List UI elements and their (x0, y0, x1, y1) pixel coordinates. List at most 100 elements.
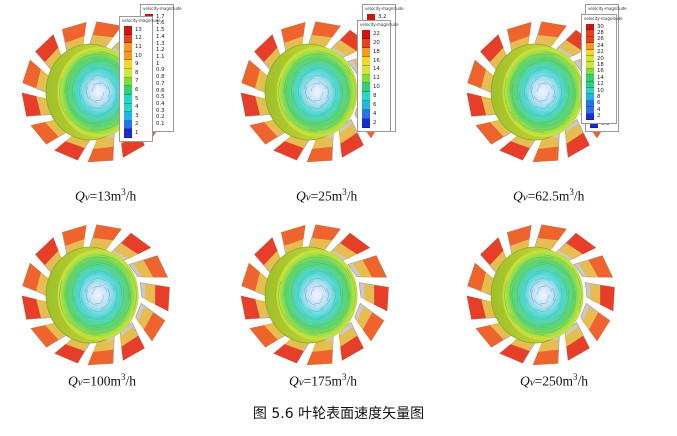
velocity-vector-line (319, 302, 337, 318)
blade-tip-high-velocity (566, 335, 590, 361)
velocity-vector-line (544, 51, 577, 76)
blade-tip-high-velocity (499, 141, 530, 161)
colorbar-legend: velocity-magnitude 22 20 18 16 14 12 10 8 6 4 2 (357, 20, 399, 132)
colorbar-tick-label: 1.7 (156, 13, 165, 20)
blade-mid-velocity (45, 119, 68, 137)
velocity-vector-line (309, 67, 333, 75)
velocity-vector-line (292, 110, 322, 125)
velocity-vector-line (518, 110, 548, 125)
blade-tip-high-velocity (499, 344, 530, 364)
velocity-vector-line (83, 110, 107, 117)
velocity-vector-line (335, 87, 351, 123)
velocity-vector-line (310, 262, 341, 275)
velocity-vector-line (318, 51, 351, 76)
colorbar-segment (124, 120, 132, 130)
blade-tip-high-velocity (480, 237, 504, 265)
blade-tip-high-velocity (538, 224, 567, 241)
velocity-vector-line (84, 280, 95, 293)
blade-mid-velocity (578, 260, 599, 278)
blade-tip-high-velocity (507, 22, 532, 43)
colorbar-tick-label: 8 (597, 94, 601, 100)
velocity-vector-line (307, 95, 317, 103)
blade-tip-high-velocity (93, 224, 122, 241)
velocity-vector-line (293, 61, 319, 77)
legend-title: velocity-magnitude (122, 18, 161, 23)
blade-tip-high-velocity (143, 255, 168, 278)
velocity-vector-line (516, 71, 526, 101)
velocity-vector-line (109, 271, 123, 297)
legend-title: velocity-magnitude (143, 6, 182, 11)
velocity-vector-line (529, 77, 540, 90)
velocity-vector-line (95, 98, 104, 101)
colorbar-segment (586, 24, 594, 31)
velocity-vector-line (64, 60, 82, 95)
velocity-vector-line (510, 314, 545, 336)
colorbar-tick-label: 16 (597, 68, 604, 75)
velocity-vector-line (314, 98, 323, 101)
velocity-vector-line (86, 289, 90, 303)
blade-tip-high-velocity (22, 263, 41, 291)
colorbar-tick-label: 1.4 (156, 33, 165, 40)
blade-mid-velocity (356, 306, 373, 330)
colorbar-segment (586, 107, 594, 114)
velocity-vector-line (321, 73, 334, 89)
blade-mid-velocity (90, 35, 114, 46)
velocity-vector-line (283, 60, 301, 95)
velocity-vector-line (100, 302, 118, 318)
velocity-vector-line (533, 95, 543, 103)
blade-tip-high-velocity (538, 21, 567, 38)
velocity-vector-line (102, 276, 115, 292)
velocity-vector-line (102, 73, 115, 89)
velocity-vector-line (319, 95, 331, 107)
caption-panel-5: Qv=175m3/h (289, 372, 358, 389)
caption-panel-6: Qv=250m3/h (520, 372, 589, 389)
velocity-vector-line (531, 289, 535, 303)
velocity-vector-line (528, 110, 552, 117)
velocity-vector-line (91, 85, 96, 92)
velocity-vector-line (307, 298, 317, 306)
colorbar-tick-label: 0.6 (156, 87, 165, 94)
velocity-vector-line (319, 294, 324, 302)
blade-tip-high-velocity (30, 325, 59, 348)
colorbar-tick-label: 3 (135, 112, 139, 119)
blade-tip-high-velocity (155, 285, 170, 311)
blade-tip-high-velocity (566, 132, 590, 158)
colorbar-tick-label: 20 (373, 39, 380, 46)
velocity-vector-line (94, 311, 122, 326)
colorbar-segment (362, 74, 370, 84)
velocity-vector-line (319, 99, 337, 115)
velocity-vector-line (311, 286, 321, 289)
blade-tip-high-velocity (588, 312, 610, 341)
velocity-vector-line (91, 288, 96, 295)
velocity-vector-line (571, 64, 582, 109)
velocity-vector-line (510, 111, 545, 133)
velocity-vector-line (547, 276, 560, 292)
panel-4: velocity-magnitude 13 12 11 10 9 8 7 6 5 4 3 2 1 (18, 16, 243, 412)
blade-tip-high-velocity (35, 237, 59, 265)
blade-mid-velocity (490, 119, 513, 137)
velocity-vector-line (74, 264, 100, 280)
blade-mid-velocity (538, 136, 559, 149)
colorbar-tick-label: 20 (597, 55, 604, 62)
velocity-vector-line (345, 267, 356, 312)
blade-tip-high-velocity (54, 141, 85, 161)
velocity-vector-line (524, 69, 542, 84)
velocity-vector-line (73, 313, 103, 328)
impeller-velocity-plot (466, 21, 615, 163)
blade-tip-high-velocity (273, 141, 304, 161)
velocity-vector-line (65, 314, 100, 336)
blade-mid-velocity (309, 238, 333, 249)
panel-6: velocity-magnitude 30 28 26 24 22 20 18 16 14 12 10… (463, 14, 677, 412)
blade-tip-high-velocity (307, 349, 333, 365)
caption-panel-3: Qv=62.5m3/h (513, 187, 585, 204)
blade-tip-high-velocity (467, 60, 486, 88)
velocity-vector-line (74, 61, 100, 77)
velocity-vector-line (73, 92, 88, 117)
colorbar-tick-label: 1 (135, 130, 139, 137)
velocity-vector-line (561, 87, 577, 123)
velocity-vector-line (326, 287, 329, 302)
colorbar-segment (586, 113, 594, 120)
blade-tip-high-velocity (121, 233, 151, 255)
velocity-vector-line (88, 298, 98, 306)
colorbar-segment (124, 51, 132, 61)
